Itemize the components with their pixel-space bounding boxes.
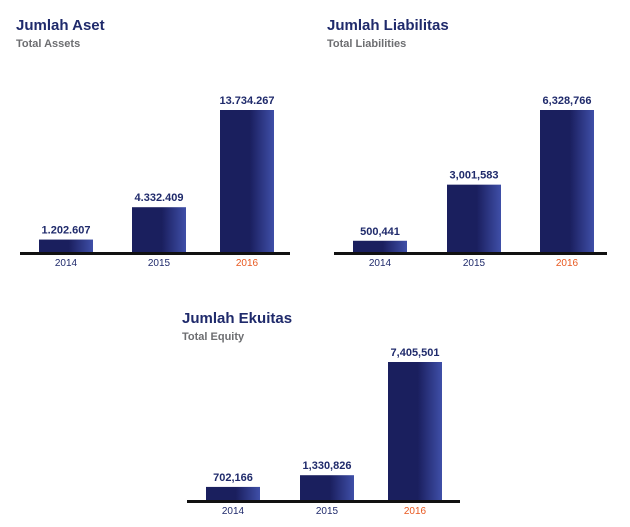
bar-chart-svg: 500,441 2014 3,001,583 2015 6,328,766 2016 (334, 95, 607, 269)
x-tick-label-2016: 2016 (556, 258, 579, 269)
x-tick-label-2016: 2016 (404, 506, 427, 517)
bar-2014 (206, 486, 260, 500)
x-tick-label-2014: 2014 (222, 506, 245, 517)
bar-2016 (220, 110, 274, 252)
value-label-2015: 1,330,826 (303, 460, 352, 472)
value-label-2016: 13.734.267 (219, 95, 274, 107)
chart-total-liabilities: Jumlah Liabilitas Total Liabilities 500,… (327, 17, 617, 277)
chart-title: Jumlah Ekuitas (182, 310, 293, 327)
chart-subtitle: Total Liabilities (327, 38, 407, 50)
chart-subtitle: Total Equity (182, 331, 245, 343)
value-label-2014: 500,441 (360, 226, 400, 238)
chart-total-equity: Jumlah Ekuitas Total Equity 702,166 2014 1… (182, 310, 467, 522)
x-tick-label-2015: 2015 (316, 506, 339, 517)
value-label-2015: 3,001,583 (450, 170, 499, 182)
value-label-2014: 1.202.607 (42, 225, 91, 237)
bar-2016 (388, 362, 442, 500)
chart-total-assets: Jumlah Aset Total Assets 1.202.607 2014 4.… (16, 17, 296, 277)
bar-chart-svg: 1.202.607 2014 4.332.409 2015 13.734.267 2016 (20, 95, 290, 269)
chart-title: Jumlah Liabilitas (327, 17, 449, 34)
x-tick-label-2015: 2015 (463, 258, 486, 269)
value-label-2015: 4.332.409 (135, 192, 184, 204)
bar-2014 (39, 239, 93, 252)
value-label-2016: 6,328,766 (543, 95, 592, 107)
chart-title: Jumlah Aset (16, 17, 105, 34)
x-tick-label-2015: 2015 (148, 258, 171, 269)
x-tick-label-2014: 2014 (55, 258, 78, 269)
x-tick-label-2016: 2016 (236, 258, 259, 269)
value-label-2016: 7,405,501 (391, 347, 440, 359)
value-label-2014: 702,166 (213, 472, 253, 484)
bar-2014 (353, 240, 407, 252)
bar-2015 (300, 475, 354, 500)
bar-2015 (132, 207, 186, 252)
bar-2015 (447, 184, 501, 252)
chart-subtitle: Total Assets (16, 38, 81, 50)
bar-2016 (540, 110, 594, 252)
bar-chart-svg: 702,166 2014 1,330,826 2015 7,405,501 2016 (187, 347, 460, 517)
x-tick-label-2014: 2014 (369, 258, 392, 269)
